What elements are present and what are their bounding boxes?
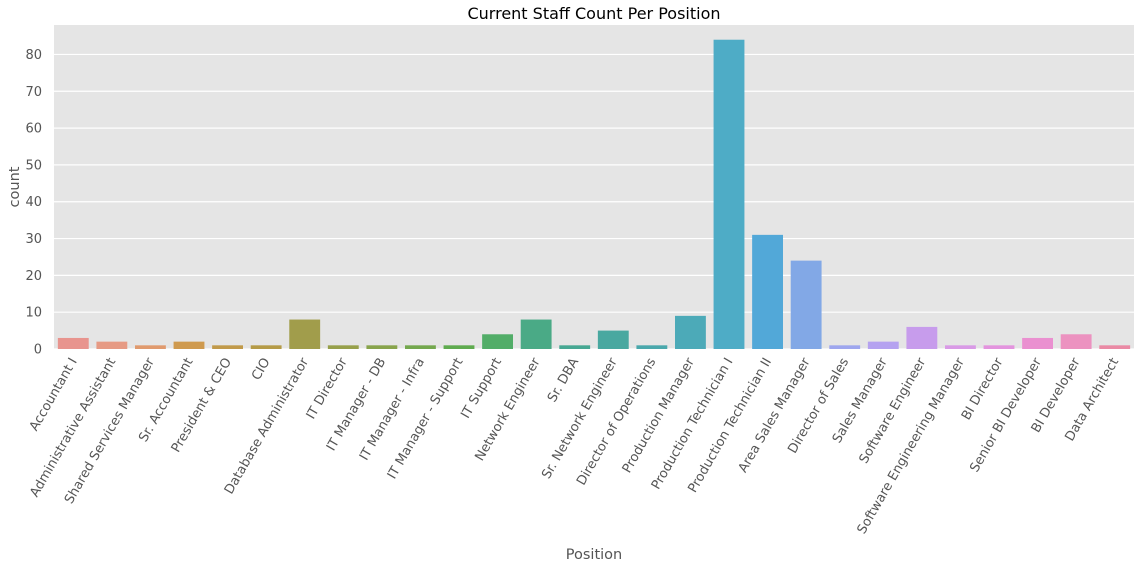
bar [57,337,89,349]
bar [366,345,398,349]
x-tick-label: Database Administrator [222,355,313,497]
bar [250,345,282,349]
x-tick-label: Senior BI Developer [967,355,1045,475]
x-tick-label: CIO [249,356,274,384]
bar [135,345,166,349]
bars [57,39,1131,350]
bar [212,345,243,349]
bar [675,315,706,349]
bar [597,330,629,349]
x-tick-label: Production Manager [620,355,698,476]
bar [829,345,861,349]
bar [906,326,938,349]
bar [945,345,976,349]
y-tick-label: 50 [25,158,42,173]
y-tick-label: 0 [34,343,42,358]
bar [983,345,1015,349]
x-tick-label: IT Manager - Support [385,356,467,482]
bar [1022,337,1053,349]
bar [790,260,822,349]
bar [405,345,436,349]
x-tick-label: Area Sales Manager [736,355,814,475]
y-axis-ticks: 0 10 20 30 40 50 60 70 80 [25,48,42,358]
bar [713,39,745,350]
y-tick-label: 40 [25,195,42,210]
bar [327,345,359,349]
y-tick-label: 80 [25,48,42,63]
bar [443,345,475,349]
bar [96,341,128,349]
bar [1060,334,1092,349]
y-tick-label: 10 [25,306,42,321]
y-axis-title: count [7,166,23,207]
bar [636,345,668,349]
y-tick-label: 30 [25,232,42,247]
plot-area [54,25,1134,349]
bar [520,319,552,349]
x-tick-label: Sr. Network Engineer [539,355,621,482]
x-tick-label: Sr. DBA [545,355,582,405]
bar [867,341,899,349]
bar [289,319,321,349]
bar [752,234,783,349]
y-tick-label: 70 [25,85,42,100]
y-tick-label: 20 [25,269,42,284]
bar [559,345,591,349]
chart-title: Current Staff Count Per Position [467,4,720,23]
gridlines [54,53,1134,350]
bar [482,334,513,349]
x-axis-title: Position [566,547,622,563]
bar [173,341,205,349]
bar [1099,345,1131,349]
y-tick-label: 60 [25,122,42,137]
